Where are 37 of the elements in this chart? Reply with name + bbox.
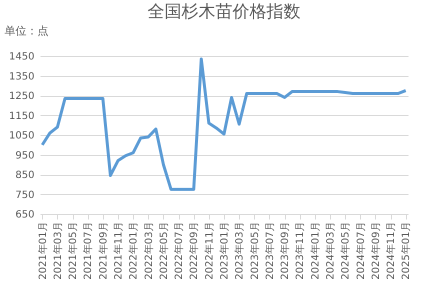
- y-tick-label: 950: [15, 150, 34, 162]
- y-tick-label: 850: [15, 170, 34, 181]
- x-tick-label: 2021年11月: [112, 222, 124, 280]
- x-tick-label: 2022年09月: [188, 222, 200, 280]
- x-tick-label: 2024年07月: [354, 222, 367, 280]
- chart-title: 全国杉木苗价格指数: [148, 2, 300, 22]
- x-tick-label: 2024年11月: [385, 222, 398, 280]
- line-series: [40, 57, 408, 191]
- x-tick-label: 2021年09月: [97, 222, 110, 280]
- x-tick-label: 2024年09月: [370, 222, 382, 280]
- x-tick-label: 2021年01月: [36, 222, 49, 280]
- x-tick-label: 2023年05月: [248, 222, 261, 280]
- x-tick-label: 2022年07月: [173, 222, 186, 280]
- x-tick-label: 2023年11月: [294, 222, 306, 280]
- x-tick-label: 2022年01月: [128, 222, 140, 280]
- y-tick-label: 750: [15, 190, 34, 201]
- x-tick-label: 2022年05月: [158, 222, 170, 280]
- x-tick-label: 2023年07月: [264, 222, 276, 280]
- x-tick-label: 2024年05月: [340, 222, 352, 280]
- y-tick-label: 1450: [9, 52, 34, 62]
- x-tick-label: 2022年03月: [142, 222, 155, 280]
- x-tick-label: 2025年01月: [400, 222, 412, 280]
- y-tick-label: 1150: [9, 110, 34, 122]
- x-tick-label: 2021年07月: [82, 222, 94, 280]
- x-tick-label: 2023年03月: [234, 222, 246, 280]
- y-tick-label: 1350: [9, 71, 34, 82]
- y-tick-label: 650: [15, 210, 34, 220]
- y-axis-title: 单位：点: [4, 24, 48, 38]
- y-tick-label: 1050: [9, 130, 34, 142]
- x-tick-label: 2021年05月: [67, 222, 80, 280]
- y-tick-label: 1250: [9, 91, 34, 102]
- x-tick-label: 2021年03月: [52, 222, 64, 280]
- x-tick-label: 2023年09月: [279, 222, 292, 280]
- x-tick-label: 2023年01月: [218, 222, 230, 280]
- x-tick-label: 2024年01月: [309, 222, 322, 280]
- x-tick-label: 2022年11月: [203, 222, 216, 280]
- x-tick-label: 2024年03月: [324, 222, 337, 280]
